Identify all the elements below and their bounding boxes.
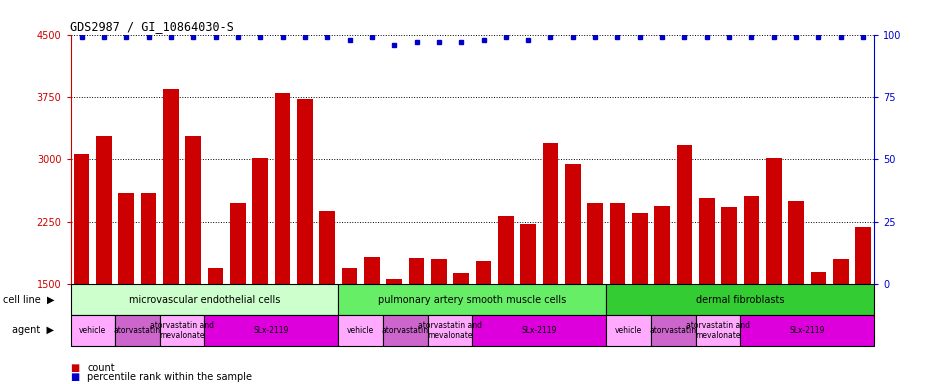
Bar xyxy=(766,158,781,384)
Bar xyxy=(118,193,134,384)
Text: ■: ■ xyxy=(70,372,80,382)
Bar xyxy=(565,164,581,384)
Text: vehicle: vehicle xyxy=(347,326,374,335)
Text: atorvastatin: atorvastatin xyxy=(650,326,697,335)
Bar xyxy=(205,315,338,346)
Bar xyxy=(386,279,402,384)
Bar xyxy=(342,268,357,384)
Text: SLx-2119: SLx-2119 xyxy=(790,326,825,335)
Text: atorvastatin: atorvastatin xyxy=(114,326,161,335)
Bar xyxy=(428,315,472,346)
Bar xyxy=(115,315,160,346)
Bar xyxy=(453,273,469,384)
Text: SLx-2119: SLx-2119 xyxy=(254,326,290,335)
Text: pulmonary artery smooth muscle cells: pulmonary artery smooth muscle cells xyxy=(378,295,567,305)
Bar xyxy=(699,199,714,384)
Text: vehicle: vehicle xyxy=(615,326,642,335)
Bar xyxy=(606,284,874,315)
Text: atorvastatin and
mevalonate: atorvastatin and mevalonate xyxy=(418,321,482,340)
Bar xyxy=(789,201,804,384)
Text: atorvastatin and
mevalonate: atorvastatin and mevalonate xyxy=(686,321,750,340)
Bar xyxy=(521,224,536,384)
Bar xyxy=(141,194,156,384)
Bar xyxy=(677,145,692,384)
Bar xyxy=(70,315,116,346)
Bar xyxy=(741,315,874,346)
Bar xyxy=(498,216,513,384)
Bar xyxy=(744,196,760,384)
Text: SLx-2119: SLx-2119 xyxy=(522,326,557,335)
Bar xyxy=(164,89,179,384)
Bar xyxy=(320,211,335,384)
Text: microvascular endothelial cells: microvascular endothelial cells xyxy=(129,295,280,305)
Bar xyxy=(855,227,870,384)
Bar xyxy=(338,315,384,346)
Bar xyxy=(409,258,424,384)
Bar xyxy=(606,315,650,346)
Bar xyxy=(253,158,268,384)
Bar xyxy=(208,268,224,384)
Bar xyxy=(297,99,313,384)
Text: atorvastatin and
mevalonate: atorvastatin and mevalonate xyxy=(150,321,214,340)
Bar xyxy=(650,315,696,346)
Text: atorvastatin: atorvastatin xyxy=(382,326,429,335)
Bar xyxy=(431,259,446,384)
Bar xyxy=(74,154,89,384)
Text: agent  ▶: agent ▶ xyxy=(12,325,55,335)
Bar xyxy=(654,206,670,384)
Bar xyxy=(476,261,492,384)
Bar xyxy=(274,93,290,384)
Bar xyxy=(338,284,606,315)
Bar xyxy=(473,315,606,346)
Text: vehicle: vehicle xyxy=(79,326,106,335)
Text: cell line  ▶: cell line ▶ xyxy=(3,295,55,305)
Text: GDS2987 / GI_10864030-S: GDS2987 / GI_10864030-S xyxy=(70,20,234,33)
Bar xyxy=(185,136,201,384)
Text: count: count xyxy=(87,363,115,373)
Text: dermal fibroblasts: dermal fibroblasts xyxy=(696,295,785,305)
Bar xyxy=(364,257,380,384)
Bar xyxy=(96,136,112,384)
Text: percentile rank within the sample: percentile rank within the sample xyxy=(87,372,253,382)
Bar xyxy=(833,259,849,384)
Bar xyxy=(632,214,648,384)
Bar xyxy=(160,315,205,346)
Bar xyxy=(230,203,245,384)
Bar xyxy=(384,315,428,346)
Bar xyxy=(721,207,737,384)
Bar xyxy=(542,143,558,384)
Bar xyxy=(588,203,603,384)
Text: ■: ■ xyxy=(70,363,80,373)
Bar xyxy=(810,272,826,384)
Bar xyxy=(696,315,741,346)
Bar xyxy=(70,284,338,315)
Bar xyxy=(610,203,625,384)
